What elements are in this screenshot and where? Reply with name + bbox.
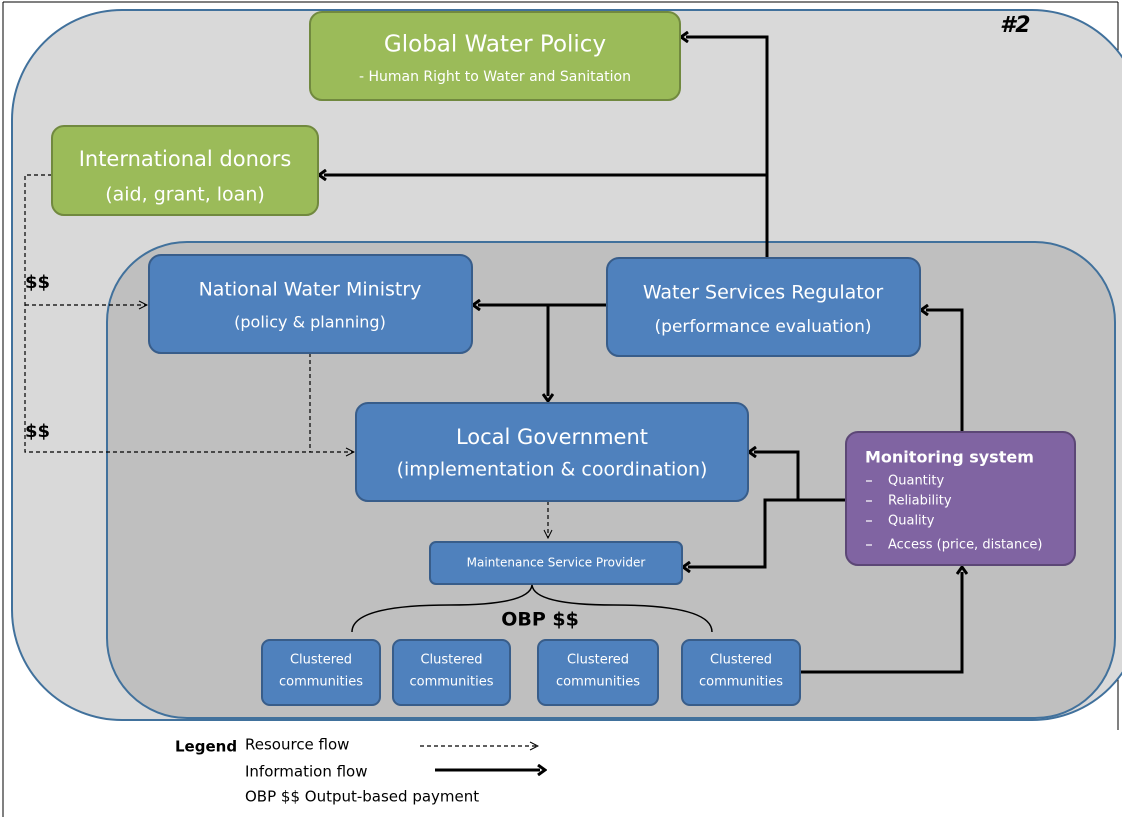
legend-item: Resource flow xyxy=(245,736,349,754)
monitoring-box xyxy=(845,431,1076,566)
community-label: communities xyxy=(699,675,783,690)
info-arrow xyxy=(926,310,964,432)
node-box xyxy=(606,257,921,357)
community-label: communities xyxy=(556,675,640,690)
information-flows xyxy=(324,37,964,674)
community-label: Clustered xyxy=(420,653,482,668)
info-arrow xyxy=(686,37,769,258)
node-label: Local Government xyxy=(456,425,648,449)
money-label: $$ xyxy=(25,421,50,442)
node-label: National Water Ministry xyxy=(199,279,422,301)
monitoring-item: Quality xyxy=(888,514,935,529)
node-label: Maintenance Service Provider xyxy=(467,556,646,570)
info-arrow xyxy=(688,498,846,567)
node-box xyxy=(355,402,749,502)
node-label: Global Water Policy xyxy=(384,32,606,58)
node-label: International donors xyxy=(79,147,292,171)
community-label: Clustered xyxy=(567,653,629,668)
community-label: communities xyxy=(410,675,494,690)
node-box xyxy=(148,254,473,354)
node-box xyxy=(309,11,681,101)
legend-item: Information flow xyxy=(245,763,368,781)
community-box xyxy=(261,639,381,706)
obp-label: OBP $$ xyxy=(501,609,579,631)
legend-title: Legend xyxy=(175,738,237,756)
info-arrow xyxy=(800,572,962,674)
node-box xyxy=(429,541,683,585)
monitoring-items: Quantity Reliability Quality Access (price,… xyxy=(866,474,1042,553)
monitoring-item: Quantity xyxy=(888,474,944,489)
node-label: Water Services Regulator xyxy=(643,282,883,304)
community-box xyxy=(392,639,511,706)
diagram-id: #2 xyxy=(1000,13,1031,38)
community-label: communities xyxy=(279,675,363,690)
money-label: $$ xyxy=(25,272,50,293)
monitoring-item: Reliability xyxy=(888,494,952,509)
node-sub: (policy & planning) xyxy=(234,313,386,332)
community-label: Clustered xyxy=(290,653,352,668)
node-sub: (aid, grant, loan) xyxy=(105,184,265,206)
legend-item: OBP $$ Output-based payment xyxy=(245,788,479,806)
community-box xyxy=(537,639,659,706)
node-sub: (implementation & coordination) xyxy=(397,459,708,481)
node-sub: - Human Right to Water and Sanitation xyxy=(359,69,631,85)
node-sub: (performance evaluation) xyxy=(655,317,872,337)
community-box xyxy=(681,639,801,706)
community-label: Clustered xyxy=(710,653,772,668)
resource-flows xyxy=(24,174,548,538)
brace xyxy=(351,584,713,633)
monitoring-item: Access (price, distance) xyxy=(888,538,1042,553)
node-box xyxy=(51,125,319,216)
communities: Clustered communities Clustered communities… xyxy=(261,639,801,706)
monitoring-title: Monitoring system xyxy=(865,448,1034,467)
